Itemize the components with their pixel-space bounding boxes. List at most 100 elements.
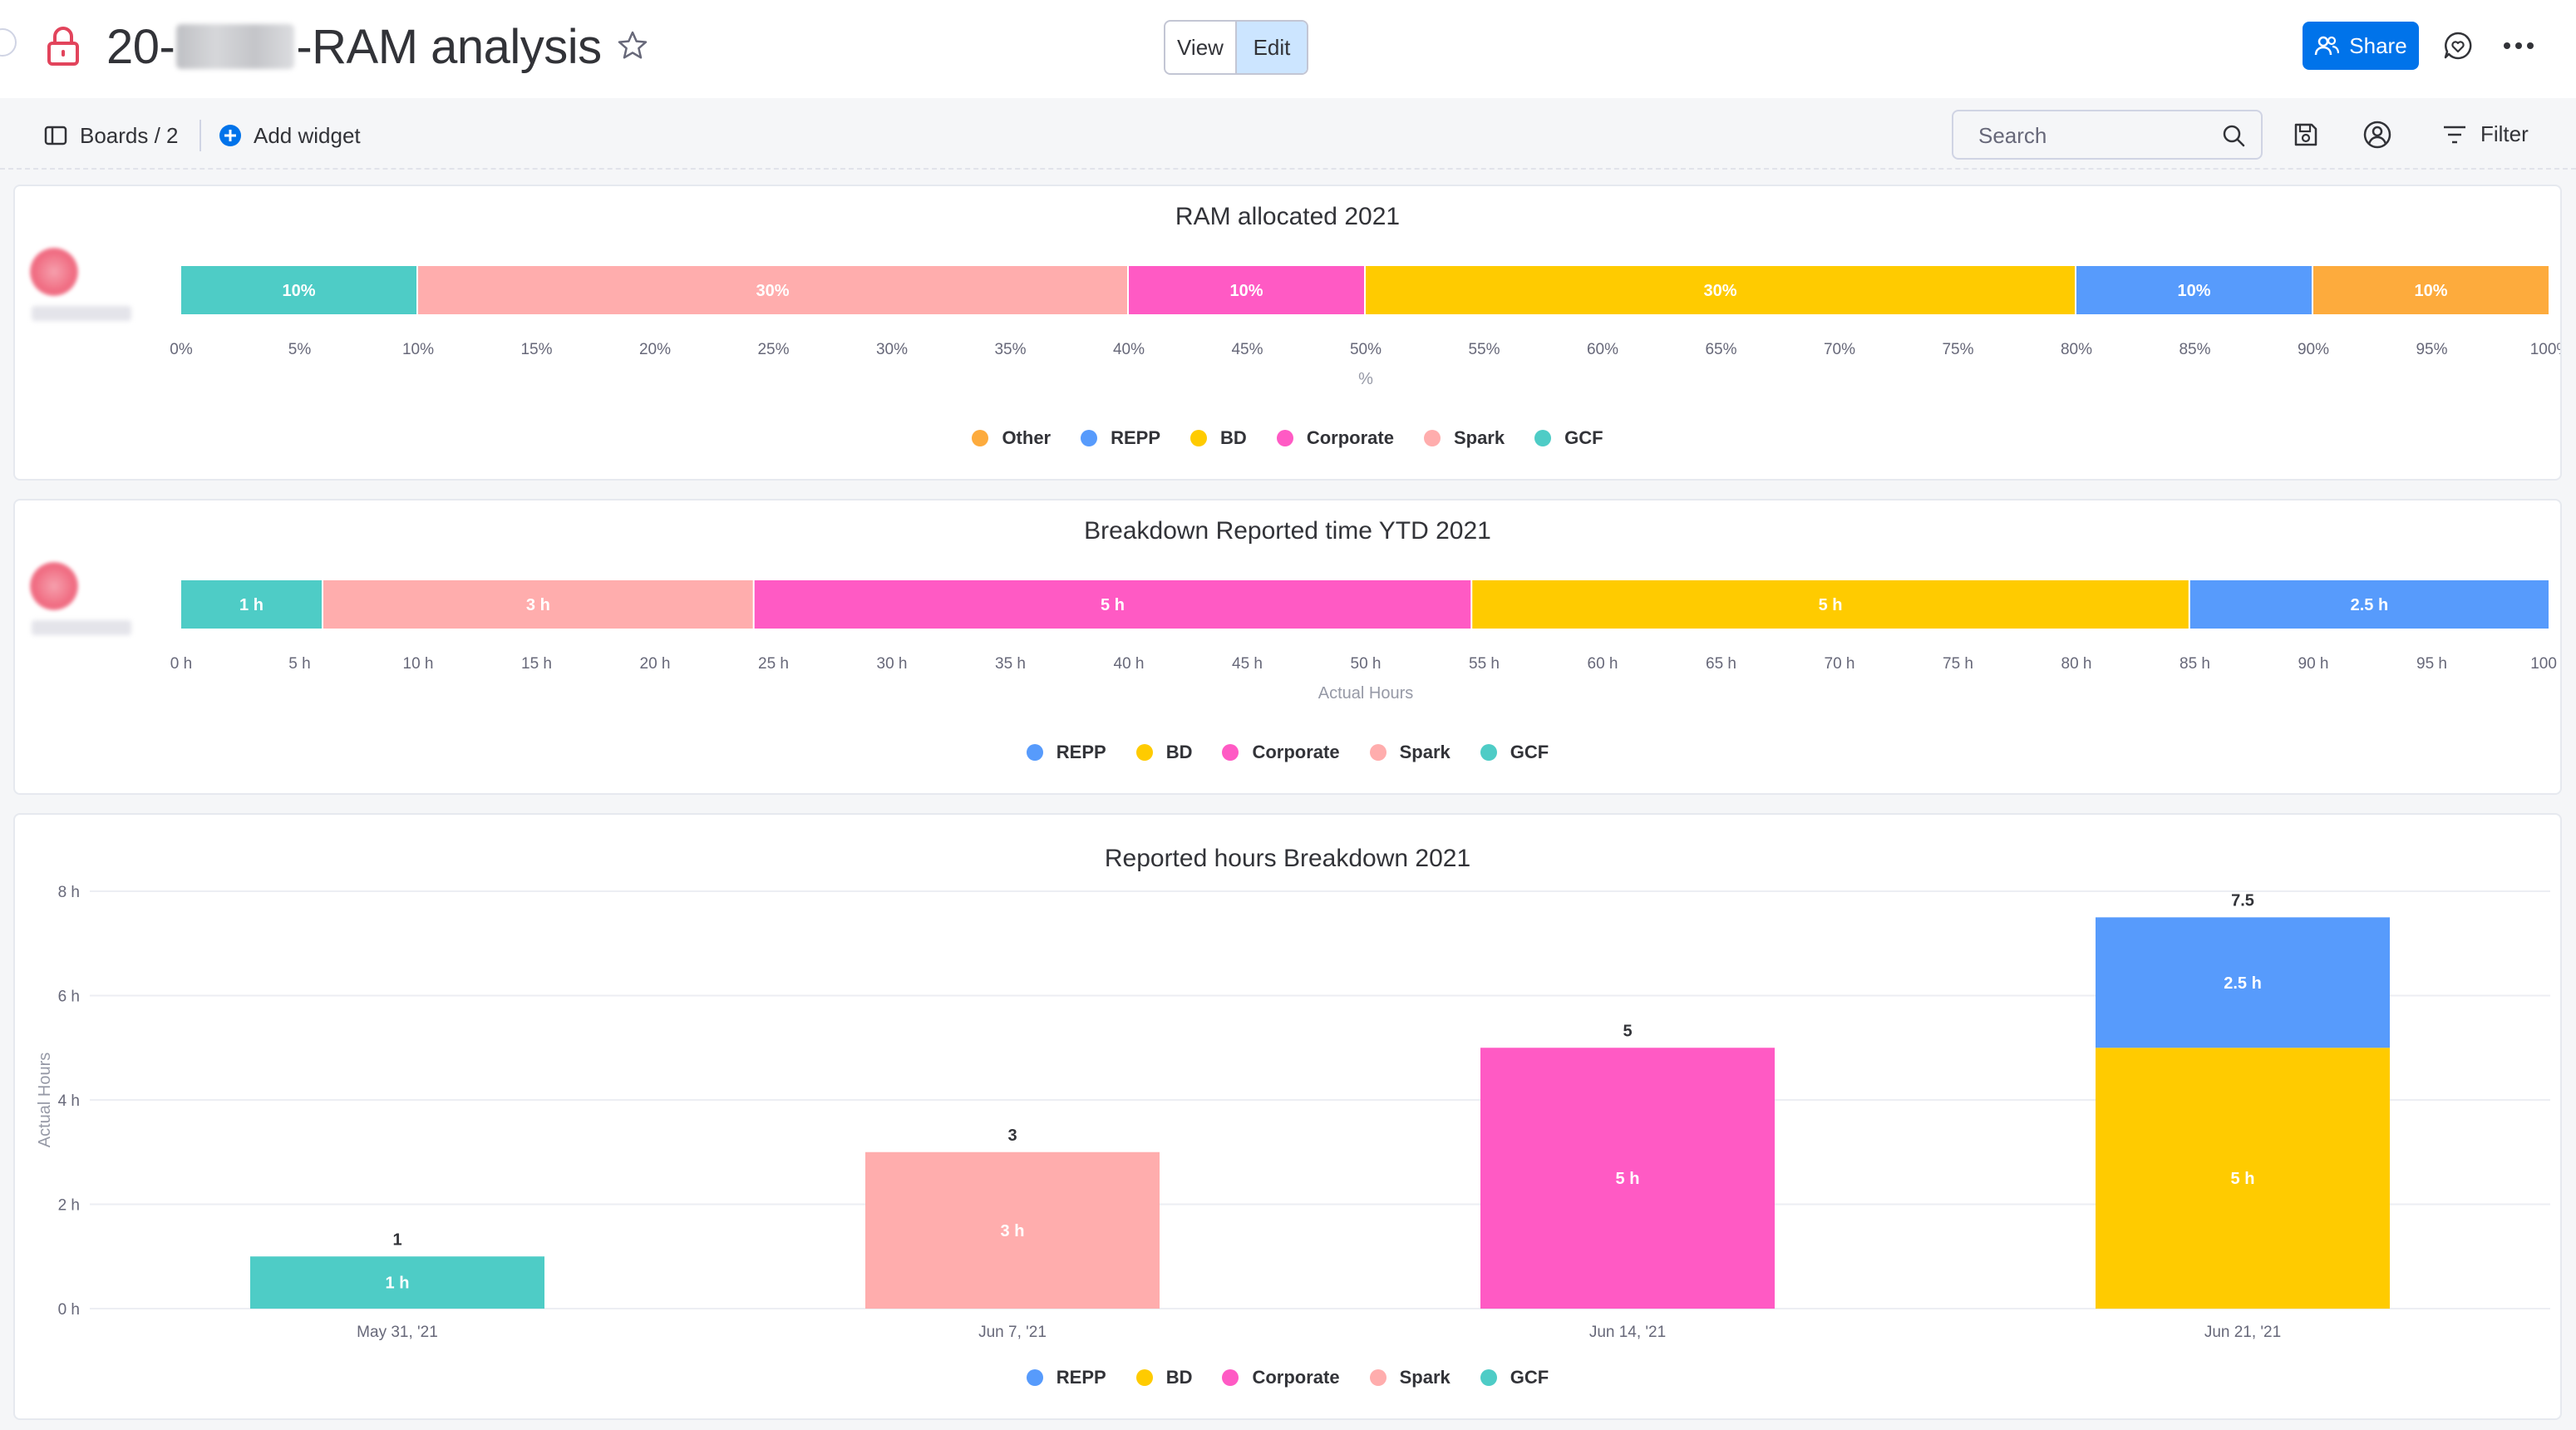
legend-dot xyxy=(1026,1369,1043,1386)
bar-segment-corporate[interactable] xyxy=(754,580,1471,629)
x-tick-label: 85 h xyxy=(2180,655,2210,673)
legend-item-gcf[interactable]: GCF xyxy=(1480,742,1549,763)
legend-item-repp[interactable]: REPP xyxy=(1026,742,1106,763)
legend-label: Other xyxy=(1002,427,1052,448)
legend-item-bd[interactable]: BD xyxy=(1135,742,1193,763)
x-tick-label: 30% xyxy=(876,341,908,358)
bar-segment-spark[interactable] xyxy=(865,1151,1160,1309)
x-tick-label: 15 h xyxy=(521,655,552,673)
bar-segment-repp[interactable] xyxy=(2189,580,2549,629)
board-title[interactable]: 20- -RAM analysis xyxy=(106,15,602,78)
x-tick-label: Jun 21, '21 xyxy=(2204,1324,2281,1341)
legend-item-spark[interactable]: Spark xyxy=(1423,427,1505,449)
bar-segment-repp[interactable] xyxy=(2096,917,2390,1048)
x-tick-label: 100 h xyxy=(2530,655,2560,673)
x-tick-label: 90% xyxy=(2298,341,2329,358)
legend-label: BD xyxy=(1165,1367,1193,1388)
updates-icon[interactable] xyxy=(2442,30,2474,62)
x-tick-label: May 31, '21 xyxy=(357,1324,438,1341)
legend-item-spark[interactable]: Spark xyxy=(1369,1367,1451,1388)
data-label: 1 h xyxy=(239,596,264,614)
owner-name-redacted xyxy=(32,620,131,635)
widget-title: Reported hours Breakdown 2021 xyxy=(1104,845,1471,872)
legend-item-corporate[interactable]: Corporate xyxy=(1222,1367,1340,1388)
add-circle-icon[interactable] xyxy=(218,123,243,148)
y-tick-label: 4 h xyxy=(58,1092,80,1110)
bar-segment-spark[interactable] xyxy=(323,580,753,629)
legend-item-bd[interactable]: BD xyxy=(1190,427,1247,449)
bar-segment-bd[interactable] xyxy=(1472,580,2189,629)
legend-dot xyxy=(1026,744,1043,761)
bar-segment-bd[interactable] xyxy=(2096,1048,2390,1309)
boards-icon[interactable] xyxy=(43,123,68,148)
legend-item-repp[interactable]: REPP xyxy=(1081,427,1160,449)
search-input[interactable] xyxy=(1977,120,2213,151)
star-icon[interactable] xyxy=(617,30,648,62)
widget-ram-allocated[interactable]: RAM allocated 2021 10% 30% 10% 30% 10% 10% 0% 5… xyxy=(13,185,2562,481)
x-tick-label: 10% xyxy=(402,341,434,358)
share-button[interactable]: Share xyxy=(2303,22,2419,70)
widget-weekly-hours[interactable]: Reported hours Breakdown 2021 0 h 2 h 4 h 6… xyxy=(13,813,2562,1420)
collapse-panel-button[interactable] xyxy=(0,28,17,57)
data-label: 10% xyxy=(2177,282,2210,300)
boards-breadcrumb[interactable]: Boards / 2 xyxy=(80,123,179,148)
legend-label: BD xyxy=(1165,742,1193,762)
legend-item-corporate[interactable]: Corporate xyxy=(1276,427,1394,449)
bar-segment-bd[interactable] xyxy=(1366,266,2075,314)
avatar xyxy=(30,248,78,296)
legend-item-bd[interactable]: BD xyxy=(1135,1367,1193,1388)
data-label: 1 h xyxy=(386,1275,410,1293)
view-mode-button[interactable]: View xyxy=(1165,22,1237,73)
x-tick-label: 35% xyxy=(994,341,1026,358)
bar-segment-repp[interactable] xyxy=(2076,266,2312,314)
x-tick-label: 0% xyxy=(170,341,193,358)
y-tick-label: 8 h xyxy=(58,884,80,901)
x-tick-label: 55% xyxy=(1468,341,1500,358)
add-widget-button[interactable]: Add widget xyxy=(254,123,361,148)
filter-icon[interactable] xyxy=(2442,123,2467,146)
search-box xyxy=(1952,110,2263,160)
x-tick-label: 65% xyxy=(1705,341,1736,358)
legend-label: Spark xyxy=(1399,742,1451,762)
data-label: 10% xyxy=(1229,282,1263,300)
x-tick-label: 100% xyxy=(2530,341,2560,358)
bar-segment-corporate[interactable] xyxy=(1129,266,1364,314)
edit-mode-button[interactable]: Edit xyxy=(1237,22,1307,73)
legend-item-corporate[interactable]: Corporate xyxy=(1222,742,1340,763)
bar-segment-gcf[interactable] xyxy=(250,1256,544,1309)
x-tick-label: Jun 7, '21 xyxy=(978,1324,1047,1341)
bar-total-label: 5 xyxy=(1623,1022,1632,1040)
more-options-icon[interactable] xyxy=(2500,30,2537,62)
y-tick-label: 2 h xyxy=(58,1197,80,1215)
lock-icon xyxy=(47,27,79,66)
save-view-icon[interactable] xyxy=(2293,121,2319,148)
x-tick-label: 60 h xyxy=(1588,655,1618,673)
legend-item-other[interactable]: Other xyxy=(972,427,1051,449)
x-tick-label: 55 h xyxy=(1469,655,1500,673)
x-tick-label: 20% xyxy=(639,341,671,358)
search-icon[interactable] xyxy=(2221,123,2246,148)
x-tick-label: 25% xyxy=(757,341,789,358)
x-tick-label: 10 h xyxy=(403,655,434,673)
legend-item-spark[interactable]: Spark xyxy=(1369,742,1451,763)
person-filter-icon[interactable] xyxy=(2362,120,2392,150)
people-icon xyxy=(2315,36,2340,56)
bar-segment-other[interactable] xyxy=(2313,266,2549,314)
widget-ytd-breakdown[interactable]: Breakdown Reported time YTD 2021 1 h 3 h 5… xyxy=(13,499,2562,795)
legend-dot xyxy=(1081,430,1098,446)
x-tick-label: 30 h xyxy=(877,655,908,673)
bar-segment-corporate[interactable] xyxy=(1480,1048,1775,1309)
stacked-bar-chart: 1 h 3 h 5 h 5 h 2.5 h 0 h 5 h 10 h 15 h 20 h 25 h 3… xyxy=(170,580,2560,703)
x-tick-label: 50 h xyxy=(1351,655,1382,673)
legend-item-gcf[interactable]: GCF xyxy=(1480,1367,1549,1388)
bar-segment-spark[interactable] xyxy=(418,266,1127,314)
filter-button[interactable]: Filter xyxy=(2480,121,2529,146)
board-toolbar: Boards / 2 Add widget Filter xyxy=(0,103,2576,168)
bar-segment-gcf[interactable] xyxy=(181,266,416,314)
legend-item-gcf[interactable]: GCF xyxy=(1534,427,1603,449)
legend-dot xyxy=(1534,430,1552,446)
x-axis-title: % xyxy=(1358,370,1373,388)
legend-item-repp[interactable]: REPP xyxy=(1026,1367,1106,1388)
legend-dot xyxy=(1135,744,1153,761)
bar-segment-gcf[interactable] xyxy=(181,580,322,629)
